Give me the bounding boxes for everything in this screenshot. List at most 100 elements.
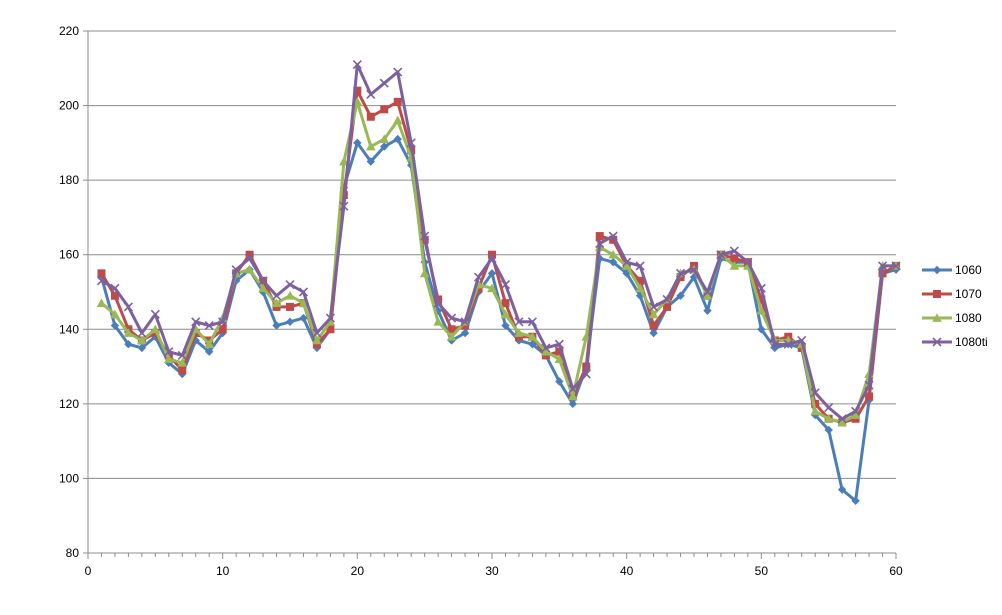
data-point-1070 bbox=[595, 232, 604, 241]
x-marker-stroke bbox=[783, 339, 793, 349]
data-point-1080ti bbox=[702, 287, 713, 297]
x-marker-stroke bbox=[500, 279, 511, 290]
legend: 1060 1070 1080 1080ti bbox=[922, 263, 988, 349]
data-point-1080 bbox=[433, 317, 443, 326]
data-point-1080ti bbox=[406, 138, 416, 148]
x-marker-stroke bbox=[877, 261, 888, 271]
data-point-1080ti bbox=[810, 388, 820, 398]
data-point-1080 bbox=[850, 410, 861, 419]
x-marker-stroke bbox=[487, 253, 497, 264]
x-tick-label: 60 bbox=[889, 564, 903, 578]
data-point-1080ti bbox=[541, 343, 551, 353]
data-point-1070 bbox=[366, 112, 375, 121]
x-marker-stroke bbox=[339, 201, 349, 211]
data-point-1060 bbox=[757, 325, 766, 334]
x-tick-label: 50 bbox=[755, 564, 769, 578]
data-point-1080ti bbox=[204, 320, 214, 331]
x-marker-stroke bbox=[689, 265, 699, 275]
data-point-1060 bbox=[272, 321, 281, 330]
data-point-1080ti bbox=[514, 317, 524, 327]
x-marker-stroke bbox=[366, 89, 376, 99]
data-point-1070 bbox=[245, 250, 254, 259]
x-marker-stroke bbox=[756, 283, 766, 293]
data-point-1060 bbox=[366, 157, 375, 166]
data-point-1060 bbox=[353, 138, 362, 148]
x-marker-stroke bbox=[891, 261, 901, 271]
data-point-1080 bbox=[392, 115, 403, 125]
x-marker-stroke bbox=[595, 238, 605, 249]
x-marker-stroke bbox=[837, 414, 847, 424]
x-marker-stroke bbox=[137, 328, 147, 338]
data-point-1080ti bbox=[339, 201, 349, 211]
data-point-1080 bbox=[379, 134, 390, 143]
x-tick-label: 40 bbox=[620, 564, 634, 578]
data-point-1080ti bbox=[137, 328, 147, 338]
data-point-1080 bbox=[446, 331, 457, 341]
data-point-1080 bbox=[621, 261, 632, 270]
data-point-1080ti bbox=[527, 317, 537, 327]
data-point-1060 bbox=[205, 347, 214, 356]
data-point-1070 bbox=[353, 86, 362, 95]
x-marker-stroke bbox=[797, 335, 807, 346]
data-point-1080ti bbox=[500, 279, 511, 290]
data-point-1080ti bbox=[96, 276, 107, 286]
series-1060 bbox=[97, 134, 901, 505]
x-marker-stroke bbox=[271, 291, 282, 301]
data-point-1080ti bbox=[420, 231, 430, 241]
data-point-1080ti bbox=[433, 298, 443, 308]
data-point-1070 bbox=[609, 235, 618, 244]
legend-label: 1060 bbox=[955, 263, 982, 277]
data-point-1080ti bbox=[258, 276, 268, 286]
data-point-1080ti bbox=[271, 291, 282, 301]
legend-marker bbox=[932, 337, 942, 347]
data-point-1070 bbox=[218, 325, 227, 334]
y-tick-label: 140 bbox=[59, 322, 79, 336]
data-point-1070 bbox=[326, 325, 335, 334]
x-marker-stroke bbox=[662, 294, 672, 305]
x-marker-stroke bbox=[285, 279, 295, 290]
x-marker-stroke bbox=[177, 350, 187, 360]
x-marker-stroke bbox=[527, 317, 537, 327]
data-point-1080ti bbox=[150, 309, 160, 319]
x-marker-stroke bbox=[649, 302, 659, 312]
x-marker-stroke bbox=[433, 298, 443, 308]
data-point-1060 bbox=[595, 254, 604, 263]
data-point-1080 bbox=[608, 249, 618, 259]
data-point-1080 bbox=[164, 354, 174, 363]
y-tick-label: 160 bbox=[59, 248, 79, 262]
x-marker-stroke bbox=[447, 313, 457, 323]
x-marker-stroke bbox=[729, 246, 739, 256]
data-point-1070 bbox=[178, 366, 187, 375]
data-point-1060 bbox=[824, 425, 833, 435]
x-marker-stroke bbox=[608, 231, 618, 241]
x-marker-stroke bbox=[191, 317, 201, 327]
x-marker-stroke bbox=[393, 67, 403, 77]
data-point-1080ti bbox=[837, 414, 847, 424]
data-point-1060 bbox=[568, 399, 577, 409]
data-point-1080 bbox=[204, 339, 214, 349]
data-point-1060 bbox=[487, 269, 497, 278]
axes bbox=[83, 30, 897, 559]
x-marker-stroke bbox=[514, 317, 524, 327]
x-marker-stroke bbox=[824, 403, 834, 413]
x-marker-stroke bbox=[554, 339, 564, 349]
data-point-1080ti bbox=[635, 261, 645, 271]
data-point-1080ti bbox=[460, 317, 470, 327]
x-marker-stroke bbox=[123, 302, 133, 312]
data-point-1060 bbox=[649, 328, 658, 338]
x-marker-stroke bbox=[675, 268, 686, 278]
data-point-1080ti bbox=[675, 268, 686, 278]
data-point-1080ti bbox=[245, 253, 255, 264]
data-point-1060 bbox=[501, 321, 510, 330]
data-point-1060 bbox=[124, 340, 133, 349]
legend-marker bbox=[932, 265, 942, 275]
data-point-1070 bbox=[501, 299, 510, 308]
x-marker-stroke bbox=[406, 138, 416, 148]
data-point-1070 bbox=[555, 347, 564, 356]
series-line-1080 bbox=[100, 100, 896, 424]
data-point-1080 bbox=[312, 335, 322, 345]
data-point-1070 bbox=[865, 392, 874, 401]
series-line-1070 bbox=[100, 89, 897, 424]
x-marker-stroke bbox=[420, 231, 430, 241]
data-point-1080 bbox=[514, 328, 524, 337]
